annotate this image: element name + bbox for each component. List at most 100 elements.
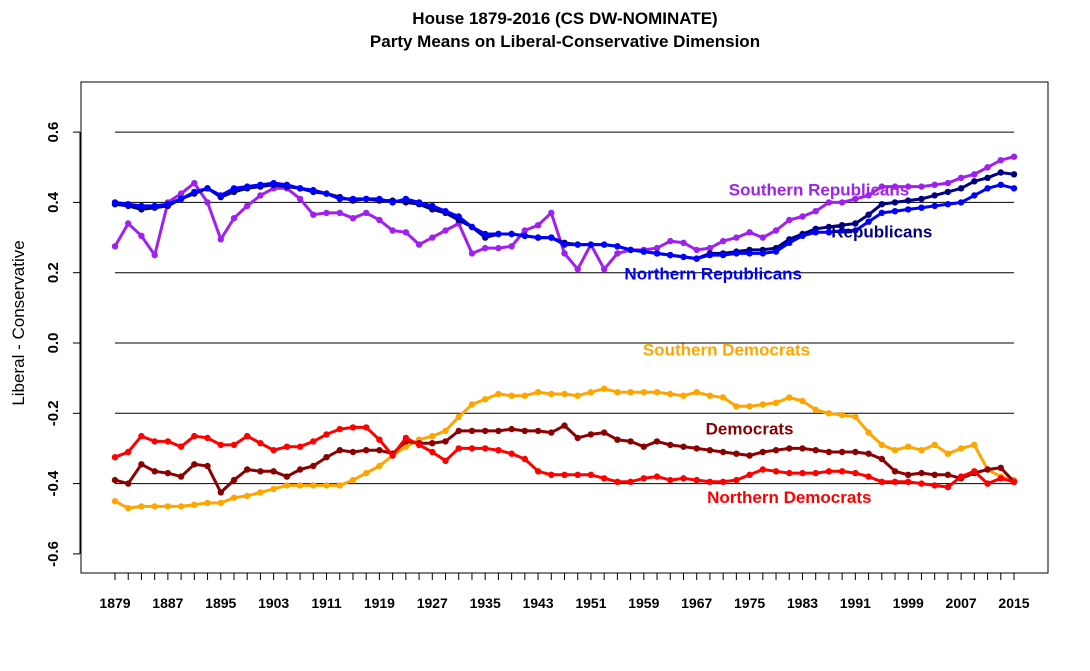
southern-republicans-point xyxy=(601,266,608,273)
republicans-point xyxy=(838,222,846,229)
republicans-point xyxy=(971,178,978,185)
democrats-point xyxy=(733,450,740,457)
x-tick-label: 1943 xyxy=(522,595,553,611)
northern-republicans-point xyxy=(164,201,172,208)
southern-republicans-point xyxy=(323,209,330,217)
northern-democrats-point xyxy=(733,476,740,484)
northern-democrats-point xyxy=(680,475,687,482)
northern-democrats-point xyxy=(997,475,1004,482)
democrats-point xyxy=(772,447,780,454)
southern-democrats-point xyxy=(587,389,595,396)
northern-democrats-point xyxy=(1010,478,1018,485)
northern-democrats-point xyxy=(944,483,952,491)
northern-republicans-point xyxy=(125,201,132,208)
northern-republicans-point xyxy=(257,181,264,188)
northern-democrats-point xyxy=(363,424,370,431)
southern-democrats-point xyxy=(548,390,555,398)
democrats-point xyxy=(429,440,436,447)
y-tick-label: 0.4 xyxy=(45,191,62,213)
northern-republicans-point xyxy=(468,223,476,231)
democrats-point xyxy=(164,469,172,477)
northern-democrats-point xyxy=(693,476,700,484)
democrats-point xyxy=(812,447,819,454)
southern-democrats-point xyxy=(852,413,859,420)
southern-democrats-point xyxy=(336,482,343,489)
northern-democrats-point xyxy=(111,454,119,461)
northern-republicans-point xyxy=(389,199,396,206)
northern-republicans-point xyxy=(574,241,581,248)
democrats-point xyxy=(719,448,727,456)
northern-democrats-point xyxy=(429,448,436,456)
northern-democrats-point xyxy=(482,445,489,452)
southern-republicans-point xyxy=(719,237,727,245)
southern-republicans-point xyxy=(310,211,317,218)
y-tick-label: -0.4 xyxy=(45,470,62,497)
democrats-point xyxy=(283,473,291,480)
northern-republicans-point xyxy=(799,232,806,239)
southern-democrats-point xyxy=(746,403,753,410)
northern-republicans-point xyxy=(336,195,343,203)
southern-democrats-point xyxy=(270,485,277,493)
democrats-point xyxy=(151,468,158,475)
southern-democrats-point xyxy=(442,427,449,435)
democrats-point xyxy=(191,461,198,468)
northern-democrats-point xyxy=(746,471,753,478)
northern-republicans-point xyxy=(204,185,211,192)
label-southern-republicans: Southern Republicans xyxy=(729,180,909,199)
northern-democrats-point xyxy=(759,466,766,473)
democrats-point xyxy=(984,466,991,473)
northern-democrats-point xyxy=(442,457,449,464)
southern-democrats-point xyxy=(653,389,661,396)
northern-democrats-point xyxy=(918,480,925,487)
southern-democrats-point xyxy=(772,399,780,406)
northern-democrats-point xyxy=(508,450,515,457)
southern-democrats-point xyxy=(244,492,251,500)
northern-republicans-point xyxy=(786,239,793,246)
northern-republicans-point xyxy=(363,195,370,203)
democrats-point xyxy=(270,468,277,475)
southern-republicans-point xyxy=(349,215,357,222)
northern-republicans-point xyxy=(891,208,899,215)
northern-democrats-point xyxy=(402,434,410,442)
northern-democrats-point xyxy=(574,471,581,478)
x-tick-label: 1911 xyxy=(311,595,342,611)
democrats-point xyxy=(640,443,647,450)
northern-republicans-point xyxy=(865,218,872,225)
democrats-point xyxy=(931,471,938,478)
southern-democrats-point xyxy=(204,499,211,507)
democrats-point xyxy=(442,438,449,445)
southern-democrats-point xyxy=(719,394,727,401)
northern-republicans-point xyxy=(653,250,661,257)
southern-republicans-point xyxy=(336,209,343,217)
series-southern-republicans xyxy=(111,153,1018,273)
northern-democrats-point xyxy=(627,478,634,485)
democrats-point xyxy=(786,445,793,452)
northern-republicans-point xyxy=(957,199,965,206)
southern-republicans-point xyxy=(905,183,912,190)
northern-democrats-point xyxy=(376,436,383,443)
northern-democrats-point xyxy=(865,473,872,480)
southern-democrats-point xyxy=(191,501,198,508)
southern-republicans-point xyxy=(825,199,833,206)
democrats-point xyxy=(693,445,700,452)
southern-democrats-point xyxy=(482,396,489,403)
northern-democrats-point xyxy=(667,476,674,484)
southern-republicans-point xyxy=(997,157,1004,164)
southern-democrats-point xyxy=(402,443,410,450)
series-northern-republicans xyxy=(111,179,1018,262)
northern-democrats-point xyxy=(177,443,185,450)
southern-democrats-point xyxy=(521,392,528,399)
southern-democrats-point xyxy=(614,389,621,396)
southern-democrats-point xyxy=(825,410,833,417)
northern-republicans-point xyxy=(111,199,119,206)
democrats-point xyxy=(614,436,621,443)
label-republicans: Republicans xyxy=(831,223,932,242)
northern-republicans-point xyxy=(191,188,198,196)
southern-democrats-point xyxy=(164,503,172,510)
southern-republicans-point xyxy=(363,209,370,217)
y-axis: -0.6 -0.4 -0.2 0.0 0.2 0.4 0.6 xyxy=(45,122,81,567)
x-tick-label: 1919 xyxy=(364,595,395,611)
southern-republicans-point xyxy=(944,179,952,187)
democrats-point xyxy=(204,462,211,470)
chart-subtitle: Party Means on Liberal-Conservative Dime… xyxy=(370,32,760,51)
